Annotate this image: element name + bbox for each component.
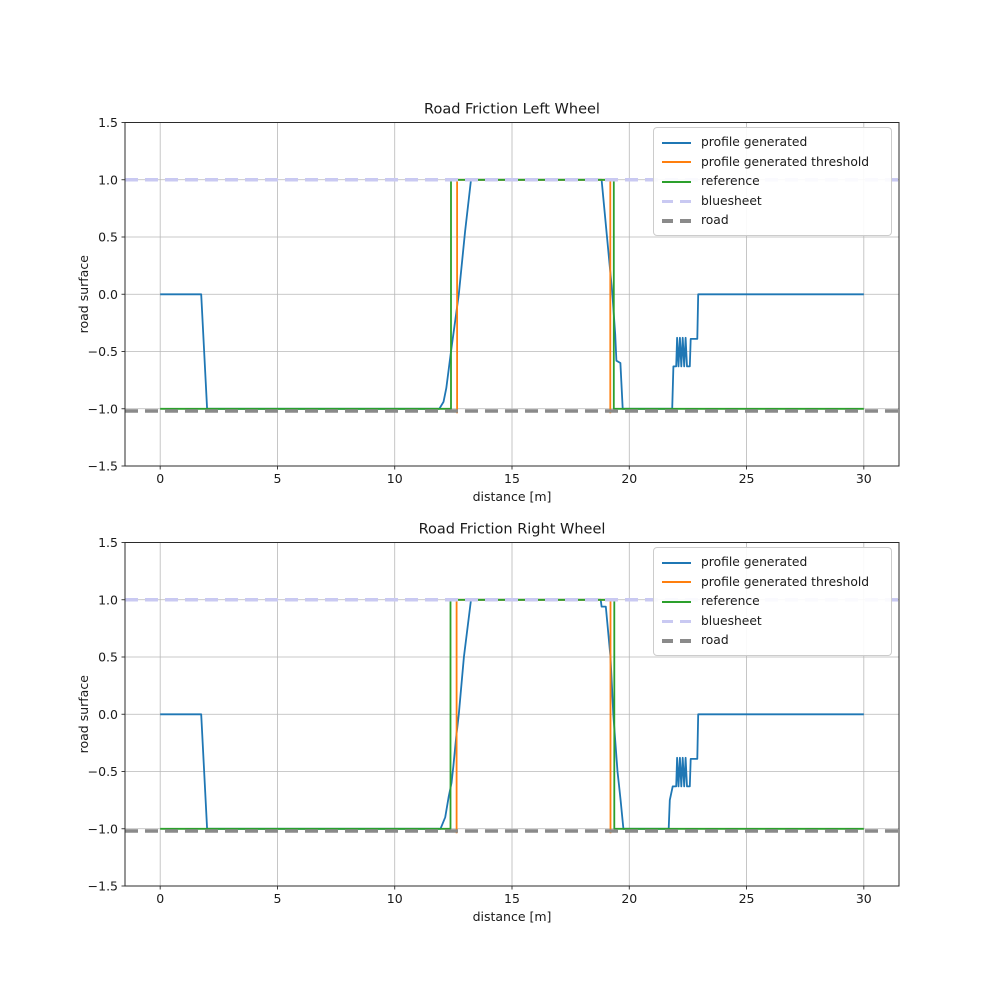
x-tick-label: 20: [621, 891, 637, 906]
y-tick-label: 1.5: [98, 535, 118, 550]
x-tick-label: 20: [621, 471, 637, 486]
legend-swatch-road: [662, 219, 691, 223]
y-tick-label: 0.0: [98, 287, 118, 302]
legend-label: road: [701, 213, 729, 227]
legend-swatch-bluesheet: [662, 619, 691, 623]
legend-label: profile generated threshold: [701, 154, 870, 169]
legend: profile generated profile generated thres…: [653, 547, 892, 656]
x-axis-label: distance [m]: [473, 489, 552, 504]
chart-title: Road Friction Left Wheel: [424, 102, 600, 118]
x-tick-label: 0: [156, 891, 164, 906]
legend-item-road: road: [662, 631, 883, 651]
y-tick-label: −1.5: [88, 879, 118, 894]
x-tick-label: 10: [387, 891, 403, 906]
legend: profile generated profile generated thres…: [653, 127, 892, 236]
x-tick-label: 0: [156, 471, 164, 486]
x-tick-label: 30: [856, 471, 872, 486]
x-tick-label: 5: [273, 471, 281, 486]
legend-item-profile-generated-threshold: profile generated threshold: [662, 573, 883, 593]
legend-label: bluesheet: [701, 613, 762, 628]
legend-item-bluesheet: bluesheet: [662, 612, 883, 632]
x-tick-label: 15: [504, 471, 520, 486]
plot-road-friction-left-wheel: 0 5 10 15 20 25 30 −1.5 −1.0 −0.5 0.0 0.5 1.0 1.5 Road…: [76, 102, 900, 504]
legend-label: reference: [701, 174, 760, 188]
legend-item-road: road: [662, 211, 883, 231]
legend-swatch-profile-generated-threshold: [662, 161, 691, 164]
series-profile-generated: [160, 598, 864, 830]
y-tick-label: −1.5: [88, 459, 118, 474]
legend-label: profile generated: [701, 555, 808, 569]
series-profile-generated-threshold: [456, 178, 612, 414]
y-tick-label: −0.5: [88, 764, 118, 779]
legend-item-bluesheet: bluesheet: [662, 192, 883, 212]
legend-item-reference: reference: [662, 592, 883, 612]
legend-label: road: [701, 633, 729, 647]
y-tick-label: −1.0: [88, 821, 118, 836]
series-profile-generated-threshold: [455, 598, 612, 834]
y-tick-label: 0.0: [98, 707, 118, 722]
x-tick-label: 15: [504, 891, 520, 906]
y-tick-label: 1.5: [98, 115, 118, 130]
x-tick-label: 25: [739, 471, 755, 486]
legend-label: profile generated: [701, 135, 808, 149]
y-axis-label: road surface: [76, 675, 91, 754]
x-axis-label: distance [m]: [473, 909, 552, 924]
x-tick-label: 10: [387, 471, 403, 486]
legend-item-reference: reference: [662, 172, 883, 192]
legend-item-profile-generated: profile generated: [662, 133, 883, 153]
legend-swatch-road: [662, 639, 691, 643]
series-profile-generated: [160, 178, 864, 410]
legend-item-profile-generated: profile generated: [662, 553, 883, 573]
legend-swatch-profile-generated: [662, 561, 691, 564]
y-tick-label: −0.5: [88, 344, 118, 359]
legend-swatch-reference: [662, 180, 691, 183]
legend-swatch-profile-generated-threshold: [662, 581, 691, 584]
y-tick-label: 1.0: [98, 172, 118, 187]
y-tick-label: 0.5: [98, 650, 118, 665]
y-axis-label: road surface: [76, 255, 91, 334]
x-tick-label: 30: [856, 891, 872, 906]
y-tick-label: 1.0: [98, 592, 118, 607]
y-tick-label: 0.5: [98, 230, 118, 245]
legend-item-profile-generated-threshold: profile generated threshold: [662, 153, 883, 173]
x-tick-label: 5: [273, 891, 281, 906]
legend-label: profile generated threshold: [701, 574, 870, 589]
legend-label: reference: [701, 594, 760, 608]
legend-swatch-reference: [662, 600, 691, 603]
y-tick-label: −1.0: [88, 401, 118, 416]
legend-label: bluesheet: [701, 193, 762, 208]
legend-swatch-bluesheet: [662, 199, 691, 203]
chart-title: Road Friction Right Wheel: [419, 522, 606, 538]
x-tick-label: 25: [739, 891, 755, 906]
legend-swatch-profile-generated: [662, 141, 691, 144]
